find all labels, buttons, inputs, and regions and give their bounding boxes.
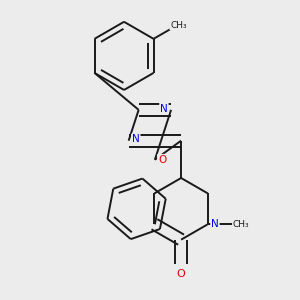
Text: N: N <box>211 219 219 229</box>
Text: CH₃: CH₃ <box>170 20 187 29</box>
Text: N: N <box>160 103 168 113</box>
Text: O: O <box>177 269 185 279</box>
Text: CH₃: CH₃ <box>233 220 250 229</box>
Text: N: N <box>132 134 140 144</box>
Text: O: O <box>158 155 166 165</box>
